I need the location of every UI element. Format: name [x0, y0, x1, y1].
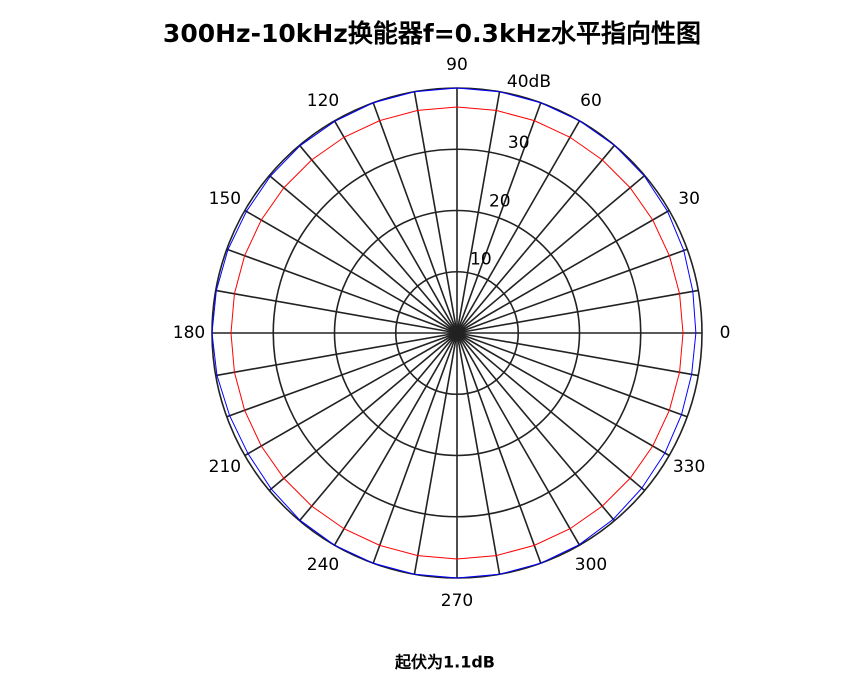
series-line	[211, 87, 697, 579]
r-tick-label: 30	[508, 133, 530, 153]
angle-tick-label: 90	[446, 55, 468, 75]
angle-tick-label: 180	[173, 323, 205, 343]
angle-tick-label: 30	[678, 189, 700, 209]
angle-tick-label: 240	[307, 555, 339, 575]
angle-tick-label: 0	[720, 323, 731, 343]
chart-title: 300Hz-10kHz换能器f=0.3kHz水平指向性图	[163, 19, 701, 48]
angle-tick-label: 60	[580, 91, 602, 111]
annotation: 起伏为1.1dB	[394, 653, 495, 672]
grid-ring	[272, 148, 642, 518]
r-tick-label: 40dB	[507, 72, 551, 92]
r-tick-label: 20	[489, 191, 511, 211]
angle-tick-label: 120	[307, 91, 339, 111]
r-tick-label: 10	[470, 250, 492, 270]
angle-tick-label: 300	[575, 555, 607, 575]
angle-tick-label: 150	[209, 189, 241, 209]
grid-ring	[333, 209, 581, 457]
grid-ring	[394, 270, 520, 396]
angle-tick-label: 330	[673, 457, 705, 477]
series-line	[230, 106, 684, 560]
angle-tick-label: 210	[209, 457, 241, 477]
angle-tick-label: 270	[441, 591, 473, 611]
